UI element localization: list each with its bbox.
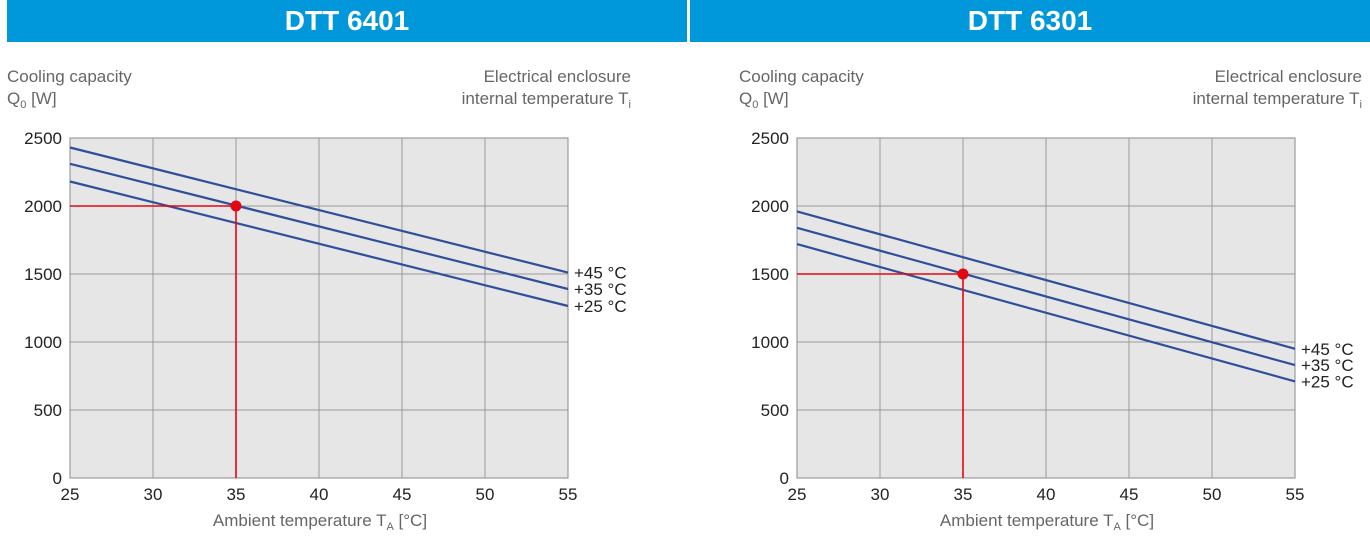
x-tick-label: 45 — [1120, 485, 1139, 504]
chart-panel-dtt-6301: DTT 6301 Cooling capacity Q0 [W] Electri… — [690, 0, 1370, 534]
x-tick-label: 35 — [227, 485, 246, 504]
legend-title-subscript: i — [1359, 99, 1362, 111]
x-tick-label: 30 — [871, 485, 890, 504]
y-tick-label: 500 — [761, 401, 789, 420]
operating-point-marker — [230, 200, 242, 212]
y-axis-unit: [W] — [758, 89, 789, 108]
x-axis-label-text: Ambient temperature T — [212, 511, 387, 530]
y-axis-symbol: Q — [7, 89, 21, 108]
legend-title: Electrical enclosure internal temperatur… — [1193, 66, 1362, 116]
chart-title: DTT 6301 — [690, 0, 1370, 42]
x-tick-label: 25 — [788, 485, 807, 504]
series-label: +45 °C — [574, 264, 627, 283]
x-axis-label-text: Ambient temperature T — [939, 511, 1114, 530]
x-tick-label: 30 — [144, 485, 163, 504]
x-tick-label: 50 — [1203, 485, 1222, 504]
y-tick-label: 0 — [780, 469, 789, 488]
legend-title-subscript: i — [628, 99, 631, 111]
chart-svg: 0 500 1000 1500 2000 2500 25 30 35 40 45 50 55 +45 °C… — [24, 129, 627, 504]
x-axis-label: Ambient temperature TA [°C] — [70, 510, 570, 538]
legend-title-line1: Electrical enclosure — [483, 67, 631, 86]
series-line — [796, 210, 1296, 350]
y-axis-unit: [W] — [26, 89, 57, 108]
x-tick-label: 55 — [559, 485, 578, 504]
legend-title-text: internal temperature T — [1192, 89, 1360, 108]
chart-title: DTT 6401 — [7, 0, 687, 42]
y-axis-label-line2: Q0 [W] — [739, 88, 864, 116]
x-tick-label: 25 — [61, 485, 80, 504]
x-axis-subscript: A — [386, 521, 394, 533]
x-tick-label: 40 — [1037, 485, 1056, 504]
x-axis-unit: [°C] — [1120, 511, 1155, 530]
y-axis-subscript: 0 — [20, 99, 27, 111]
y-axis-label-line1: Cooling capacity — [739, 67, 864, 86]
y-tick-label: 500 — [34, 401, 62, 420]
x-tick-label: 40 — [310, 485, 329, 504]
chart-svg: 0 500 1000 1500 2000 2500 25 30 35 40 45 50 55 +45 °C… — [751, 129, 1354, 504]
y-axis-label: Cooling capacity Q0 [W] — [739, 66, 864, 116]
series-label: +25 °C — [574, 297, 627, 316]
chart-panel-dtt-6401: DTT 6401 Cooling capacity Q0 [W] Electri… — [7, 0, 687, 534]
y-tick-label: 2500 — [751, 129, 789, 148]
x-axis-unit: [°C] — [393, 511, 428, 530]
series-label: +35 °C — [574, 280, 627, 299]
operating-point-marker — [957, 268, 969, 280]
series-line — [69, 162, 569, 291]
series-line — [796, 226, 1296, 367]
series-label: +25 °C — [1301, 372, 1354, 391]
x-tick-label: 35 — [954, 485, 973, 504]
y-axis-label: Cooling capacity Q0 [W] — [7, 66, 132, 116]
x-axis-label: Ambient temperature TA [°C] — [797, 510, 1297, 538]
y-tick-label: 2000 — [24, 197, 62, 216]
y-axis-subscript: 0 — [752, 99, 759, 111]
legend-title-line2: internal temperature Ti — [1193, 88, 1362, 116]
legend-title-line2: internal temperature Ti — [462, 88, 631, 116]
y-axis-symbol: Q — [739, 89, 753, 108]
y-tick-label: 0 — [53, 469, 62, 488]
y-axis-label-line1: Cooling capacity — [7, 67, 132, 86]
y-tick-label: 1000 — [751, 333, 789, 352]
y-axis-label-line2: Q0 [W] — [7, 88, 132, 116]
y-tick-label: 1500 — [751, 265, 789, 284]
series-label: +45 °C — [1301, 340, 1354, 359]
y-tick-label: 2000 — [751, 197, 789, 216]
legend-title-text: internal temperature T — [461, 89, 629, 108]
y-tick-label: 1000 — [24, 333, 62, 352]
x-tick-label: 45 — [393, 485, 412, 504]
x-tick-label: 50 — [476, 485, 495, 504]
series-line — [69, 180, 569, 308]
x-axis-subscript: A — [1113, 521, 1121, 533]
series-label: +35 °C — [1301, 356, 1354, 375]
x-tick-label: 55 — [1286, 485, 1305, 504]
y-tick-label: 1500 — [24, 265, 62, 284]
legend-title-line1: Electrical enclosure — [1214, 67, 1362, 86]
legend-title: Electrical enclosure internal temperatur… — [462, 66, 631, 116]
series-line — [796, 243, 1296, 383]
y-tick-label: 2500 — [24, 129, 62, 148]
series-line — [69, 146, 569, 274]
